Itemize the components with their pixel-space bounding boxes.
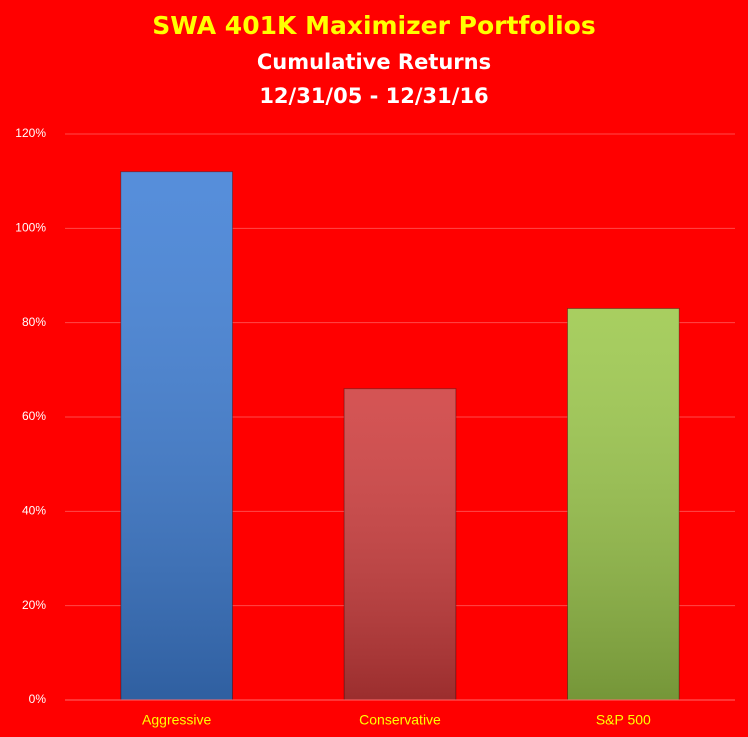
chart-subtitle: 12/31/05 - 12/31/16 (259, 84, 488, 108)
bar-shade (567, 308, 680, 700)
x-tick-label: Aggressive (142, 712, 211, 728)
bar-shade (120, 171, 233, 700)
y-tick-label: 20% (22, 598, 46, 612)
y-tick-label: 0% (29, 692, 47, 706)
x-tick-label: S&P 500 (596, 712, 651, 728)
x-tick-label: Conservative (359, 712, 441, 728)
chart-subtitle: Cumulative Returns (257, 50, 491, 74)
y-tick-label: 120% (15, 126, 46, 140)
bar-shade (344, 388, 456, 700)
chart-title: SWA 401K Maximizer Portfolios (152, 11, 595, 40)
y-tick-label: 80% (22, 315, 46, 329)
y-tick-label: 40% (22, 504, 46, 518)
y-tick-label: 100% (15, 221, 46, 235)
y-tick-label: 60% (22, 409, 46, 423)
